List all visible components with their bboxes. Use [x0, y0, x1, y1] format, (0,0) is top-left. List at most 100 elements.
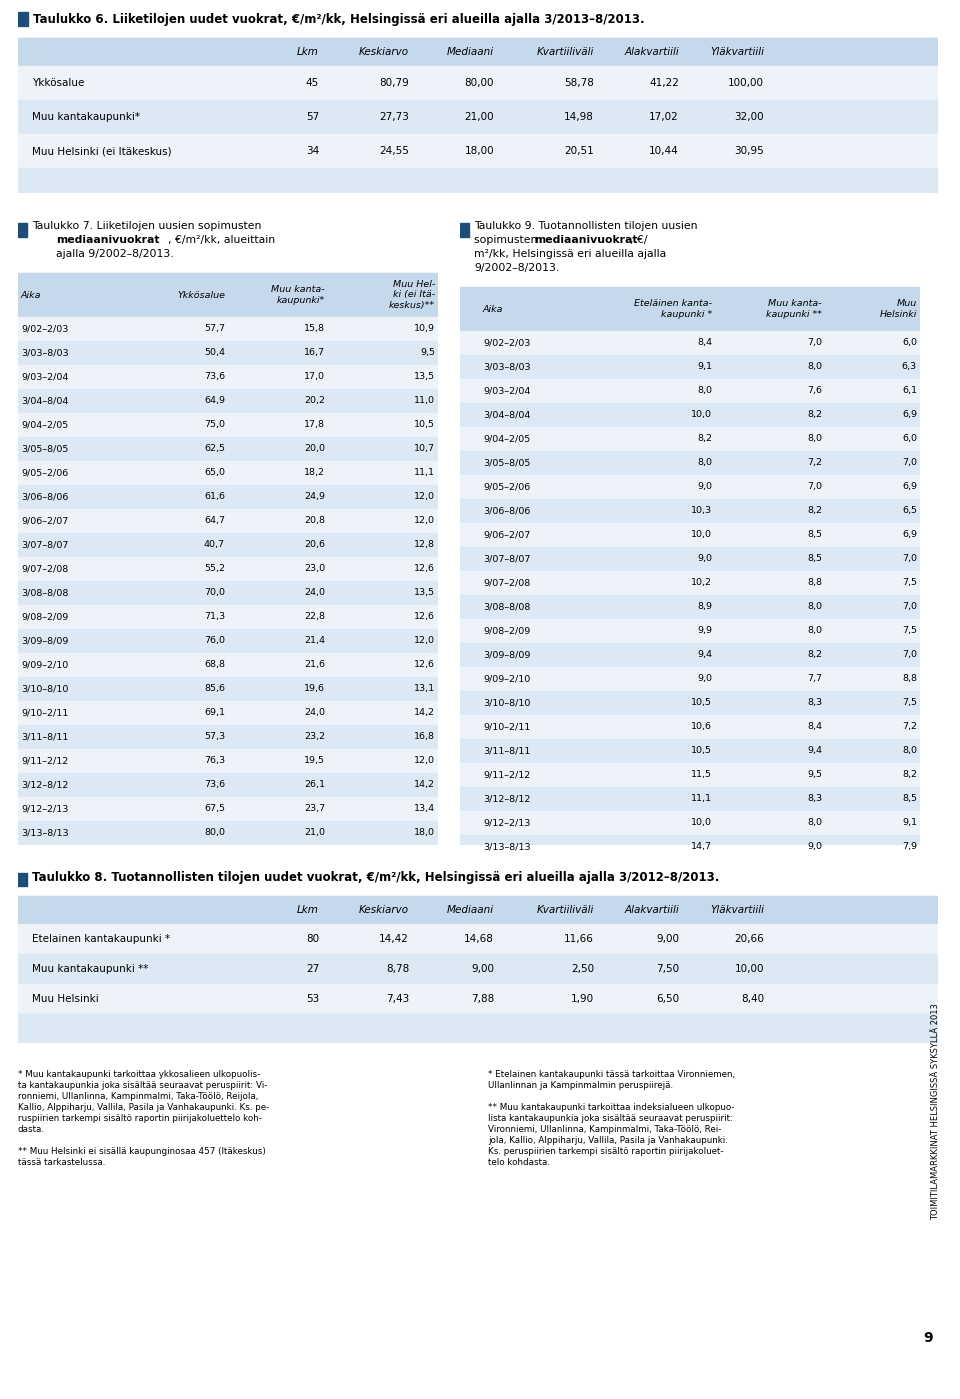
- Text: 9,9: 9,9: [697, 627, 712, 635]
- Text: 17,02: 17,02: [649, 112, 679, 122]
- Bar: [18, 821, 438, 845]
- Text: 10,9: 10,9: [414, 325, 435, 333]
- Text: 67,5: 67,5: [204, 804, 225, 813]
- Text: 23,7: 23,7: [304, 804, 325, 813]
- Text: 7,0: 7,0: [902, 651, 917, 659]
- Bar: [18, 701, 438, 725]
- Bar: [18, 774, 438, 797]
- Text: 2,50: 2,50: [571, 964, 594, 974]
- Text: 57: 57: [305, 112, 319, 122]
- Text: 9/04–2/05: 9/04–2/05: [483, 435, 530, 443]
- Text: 8,2: 8,2: [902, 771, 917, 779]
- Text: Kallio, Alppiharju, Vallila, Pasila ja Vanhakaupunki. Ks. pe-: Kallio, Alppiharju, Vallila, Pasila ja V…: [18, 1102, 269, 1112]
- Text: 3/03–8/03: 3/03–8/03: [21, 348, 68, 358]
- Text: Taulukko 6. Liiketilojen uudet vuokrat, €/m²/kk, Helsingissä eri alueilla ajalla: Taulukko 6. Liiketilojen uudet vuokrat, …: [33, 13, 644, 25]
- Text: 8,8: 8,8: [902, 674, 917, 684]
- Text: 6,5: 6,5: [902, 506, 917, 515]
- Text: ta kantakaupunkia joka sisältää seuraavat peruspiirit: Vi-: ta kantakaupunkia joka sisältää seuraava…: [18, 1081, 268, 1090]
- Text: ronniemi, Ullanlinna, Kampinmalmi, Taka-Töölö, Reijola,: ronniemi, Ullanlinna, Kampinmalmi, Taka-…: [18, 1093, 258, 1101]
- Text: 8,5: 8,5: [902, 795, 917, 803]
- Bar: [460, 523, 920, 547]
- Text: Mediaani: Mediaani: [446, 905, 494, 915]
- Bar: [18, 1014, 938, 1044]
- Text: Aika: Aika: [21, 291, 41, 299]
- Bar: [460, 811, 920, 835]
- Text: 3/06–8/06: 3/06–8/06: [483, 506, 530, 515]
- Text: 9,00: 9,00: [656, 935, 679, 944]
- Text: 34: 34: [305, 145, 319, 157]
- Text: 10,0: 10,0: [691, 818, 712, 827]
- Text: 23,2: 23,2: [304, 733, 325, 741]
- Text: ** Muu Helsinki ei sisällä kaupunginosaa 457 (Itäkeskus): ** Muu Helsinki ei sisällä kaupunginosaa…: [18, 1147, 266, 1156]
- Text: 55,2: 55,2: [204, 565, 225, 574]
- Text: 8,3: 8,3: [806, 795, 822, 803]
- Text: 41,22: 41,22: [649, 78, 679, 88]
- Text: 58,78: 58,78: [564, 78, 594, 88]
- Bar: [18, 581, 438, 604]
- Text: 24,0: 24,0: [304, 708, 325, 718]
- Bar: [18, 273, 438, 318]
- Text: 3/10–8/10: 3/10–8/10: [21, 684, 68, 694]
- Text: 64,7: 64,7: [204, 516, 225, 526]
- Bar: [18, 677, 438, 701]
- Text: 27,73: 27,73: [379, 112, 409, 122]
- Text: 7,0: 7,0: [902, 554, 917, 564]
- Text: 22,8: 22,8: [304, 613, 325, 621]
- Bar: [18, 923, 938, 954]
- Text: 9,4: 9,4: [807, 747, 822, 755]
- Text: 14,2: 14,2: [414, 708, 435, 718]
- Text: 9,1: 9,1: [902, 818, 917, 827]
- Text: 8,0: 8,0: [807, 603, 822, 611]
- Text: 3/07–8/07: 3/07–8/07: [21, 540, 68, 550]
- Text: 20,66: 20,66: [734, 935, 764, 944]
- Text: 8,2: 8,2: [807, 410, 822, 420]
- Bar: [460, 618, 920, 644]
- Text: Eteläinen kanta-
kaupunki *: Eteläinen kanta- kaupunki *: [634, 299, 712, 319]
- Bar: [18, 99, 938, 134]
- Bar: [460, 595, 920, 618]
- Text: 50,4: 50,4: [204, 348, 225, 358]
- Text: 3/13–8/13: 3/13–8/13: [483, 842, 531, 852]
- Text: 12,0: 12,0: [414, 492, 435, 501]
- Text: Mediaani: Mediaani: [446, 48, 494, 57]
- Text: 21,6: 21,6: [304, 660, 325, 670]
- Text: 3/12–8/12: 3/12–8/12: [21, 781, 68, 789]
- Text: 6,3: 6,3: [901, 362, 917, 372]
- Text: 9/09–2/10: 9/09–2/10: [21, 660, 68, 670]
- Text: 12,0: 12,0: [414, 516, 435, 526]
- Text: 10,5: 10,5: [691, 747, 712, 755]
- Bar: [460, 499, 920, 523]
- Bar: [18, 895, 938, 1044]
- Text: 7,0: 7,0: [902, 603, 917, 611]
- Bar: [18, 462, 438, 485]
- Bar: [460, 403, 920, 427]
- Text: 9/08–2/09: 9/08–2/09: [483, 627, 530, 635]
- Bar: [460, 739, 920, 762]
- Bar: [18, 725, 438, 748]
- Text: 8,5: 8,5: [807, 554, 822, 564]
- Text: 9/03–2/04: 9/03–2/04: [21, 372, 68, 382]
- Text: 1,90: 1,90: [571, 995, 594, 1004]
- Text: 7,6: 7,6: [807, 386, 822, 396]
- Text: 57,7: 57,7: [204, 325, 225, 333]
- Text: 24,0: 24,0: [304, 589, 325, 597]
- Text: 3/08–8/08: 3/08–8/08: [21, 589, 68, 597]
- Text: Keskiarvo: Keskiarvo: [359, 48, 409, 57]
- Text: 27: 27: [305, 964, 319, 974]
- Text: Yläkvartiili: Yläkvartiili: [710, 48, 764, 57]
- Text: 76,0: 76,0: [204, 637, 225, 645]
- Text: Lkm: Lkm: [298, 905, 319, 915]
- Text: telo kohdasta.: telo kohdasta.: [488, 1158, 550, 1167]
- Text: 14,7: 14,7: [691, 842, 712, 852]
- Text: 3/06–8/06: 3/06–8/06: [21, 492, 68, 501]
- Text: 11,5: 11,5: [691, 771, 712, 779]
- Text: 65,0: 65,0: [204, 469, 225, 477]
- Bar: [18, 630, 438, 653]
- Bar: [18, 66, 938, 99]
- Text: 9/12–2/13: 9/12–2/13: [483, 818, 530, 827]
- Text: 9/02–2/03: 9/02–2/03: [21, 325, 68, 333]
- Bar: [18, 38, 938, 193]
- Text: Muu kanta-
kaupunki **: Muu kanta- kaupunki **: [766, 299, 822, 319]
- Text: 75,0: 75,0: [204, 421, 225, 429]
- Text: 73,6: 73,6: [204, 781, 225, 789]
